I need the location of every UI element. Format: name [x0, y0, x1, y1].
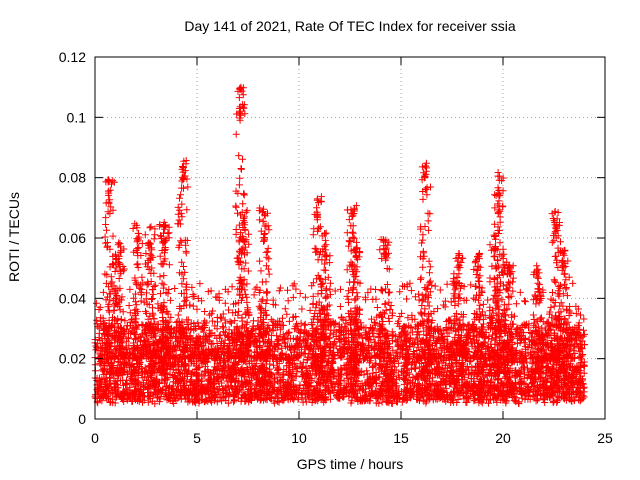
data-point	[331, 287, 339, 295]
data-point	[301, 293, 309, 301]
data-point	[580, 383, 588, 391]
chart-title: Day 141 of 2021, Rate Of TEC Index for r…	[184, 18, 516, 34]
data-point	[164, 290, 172, 298]
data-point	[193, 305, 201, 313]
data-point	[283, 310, 291, 318]
data-point	[337, 285, 344, 293]
data-point	[580, 315, 588, 323]
data-point	[126, 285, 134, 293]
data-point	[299, 358, 307, 366]
data-point	[521, 297, 528, 305]
data-point	[221, 299, 229, 307]
data-point	[298, 305, 306, 313]
data-point	[569, 279, 577, 287]
data-point	[443, 280, 451, 288]
data-point	[581, 330, 589, 338]
data-point	[201, 308, 209, 315]
data-point	[403, 295, 411, 303]
data-point	[267, 316, 275, 324]
data-point	[399, 368, 407, 376]
data-point	[407, 287, 415, 295]
data-point	[235, 307, 243, 315]
data-point	[285, 317, 293, 325]
data-point	[373, 304, 381, 311]
data-point	[296, 290, 304, 297]
x-axis-label: GPS time / hours	[296, 456, 404, 472]
data-point	[360, 371, 368, 379]
data-point	[281, 305, 289, 313]
data-point	[226, 318, 234, 325]
data-point	[189, 302, 197, 310]
data-point	[369, 295, 377, 303]
data-point	[436, 286, 444, 294]
data-point	[521, 298, 529, 306]
data-point	[290, 280, 298, 288]
data-point	[289, 282, 297, 290]
data-point	[398, 309, 406, 317]
data-point	[205, 311, 213, 319]
data-point	[148, 295, 156, 302]
data-point	[99, 288, 107, 296]
data-point	[125, 302, 133, 309]
data-point	[308, 282, 316, 290]
data-point	[431, 282, 439, 290]
data-point	[311, 371, 319, 379]
data-point	[301, 320, 309, 328]
data-point	[250, 317, 257, 325]
data-point	[284, 286, 291, 294]
data-point	[382, 285, 389, 293]
data-point	[119, 308, 127, 316]
data-point	[434, 305, 442, 313]
data-point	[218, 314, 226, 322]
data-point	[92, 299, 100, 307]
data-points	[91, 83, 589, 408]
data-point	[549, 397, 557, 405]
data-point	[467, 281, 475, 289]
data-point	[251, 285, 259, 293]
data-point	[206, 330, 214, 338]
data-point	[289, 293, 297, 301]
